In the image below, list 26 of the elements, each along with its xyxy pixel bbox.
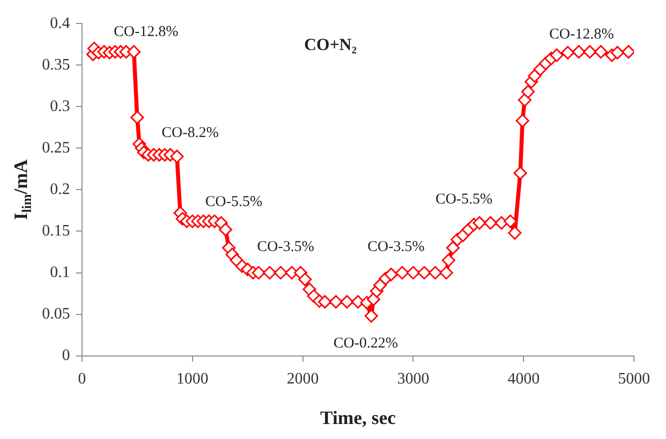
annotation: CO-5.5% xyxy=(435,192,493,208)
x-tick-label: 5000 xyxy=(618,370,650,388)
x-tick-label: 0 xyxy=(78,370,86,388)
y-tick-label: 0.05 xyxy=(42,305,70,322)
y-tick-label: 0.3 xyxy=(50,98,70,115)
y-tick-label: 0 xyxy=(62,347,70,364)
annotation: CO-3.5% xyxy=(257,238,314,255)
x-tick-label: 3000 xyxy=(397,370,430,388)
annotation: CO-0.22% xyxy=(333,335,398,352)
y-tick-label: 0.1 xyxy=(50,264,70,281)
annotation: CO-12.8% xyxy=(549,26,614,42)
x-axis-title: Time, sec xyxy=(320,408,396,429)
annotation: CO-12.8% xyxy=(114,24,178,40)
y-axis-title: Ilim/mA xyxy=(10,159,34,220)
text: CO+N₂ xyxy=(304,34,357,54)
annotation: CO-3.5% xyxy=(368,238,425,255)
x-tick-label: 4000 xyxy=(508,370,540,388)
y-tick-label: 0.2 xyxy=(50,180,70,198)
y-tick-label: 0.4 xyxy=(50,14,70,32)
x-tick-label: 1000 xyxy=(176,370,208,388)
y-tick-label: 0.25 xyxy=(42,139,70,156)
annotation: CO-5.5% xyxy=(205,194,262,210)
y-tick-label: 0.15 xyxy=(42,222,70,240)
y-tick-label: 0.35 xyxy=(42,56,70,74)
annotation: CO-8.2% xyxy=(162,125,219,142)
x-tick-label: 2000 xyxy=(286,370,319,388)
